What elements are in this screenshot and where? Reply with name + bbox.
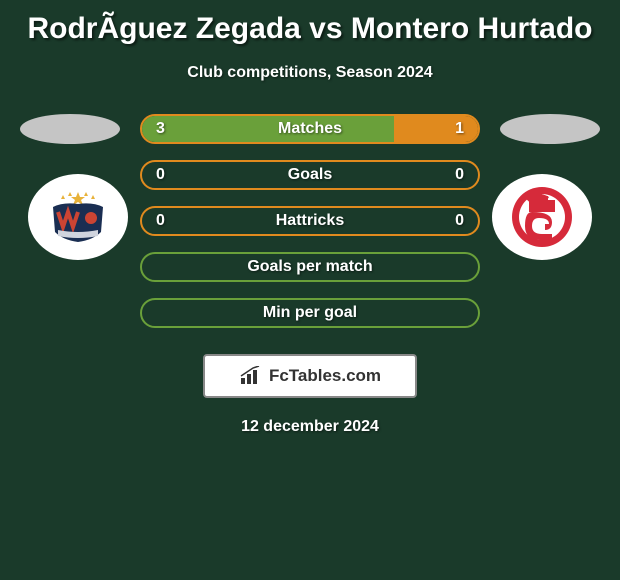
- brand-box: FcTables.com: [203, 354, 417, 398]
- stat-bar-matches: 31Matches: [140, 114, 480, 144]
- date-text: 12 december 2024: [0, 418, 620, 436]
- left-ellipse-shadow: [20, 114, 120, 144]
- left-team-badge: [28, 174, 128, 260]
- stat-bar-goals: 00Goals: [140, 160, 480, 190]
- right-team-badge: [492, 174, 592, 260]
- left-team-column: [10, 114, 140, 344]
- wilstermann-badge-icon: [43, 182, 113, 252]
- subtitle: Club competitions, Season 2024: [0, 64, 620, 82]
- brand-text: FcTables.com: [269, 366, 381, 386]
- stat-bar-hattricks: 00Hattricks: [140, 206, 480, 236]
- bar-label: Matches: [142, 120, 478, 138]
- right-team-column: [480, 114, 610, 344]
- stat-bar-goals-per-match: Goals per match: [140, 252, 480, 282]
- comparison-bars: 31Matches 00Goals 00Hattricks Goals per mat…: [140, 114, 480, 344]
- bar-label: Min per goal: [142, 304, 478, 322]
- bar-label: Goals per match: [142, 258, 478, 276]
- guabira-badge-icon: [507, 182, 577, 252]
- chart-icon: [239, 366, 263, 386]
- stat-bar-min-per-goal: Min per goal: [140, 298, 480, 328]
- comparison-content: 31Matches 00Goals 00Hattricks Goals per mat…: [0, 114, 620, 344]
- right-ellipse-shadow: [500, 114, 600, 144]
- bar-label: Goals: [142, 166, 478, 184]
- page-title: RodrÃ­guez Zegada vs Montero Hurtado: [0, 0, 620, 46]
- bar-label: Hattricks: [142, 212, 478, 230]
